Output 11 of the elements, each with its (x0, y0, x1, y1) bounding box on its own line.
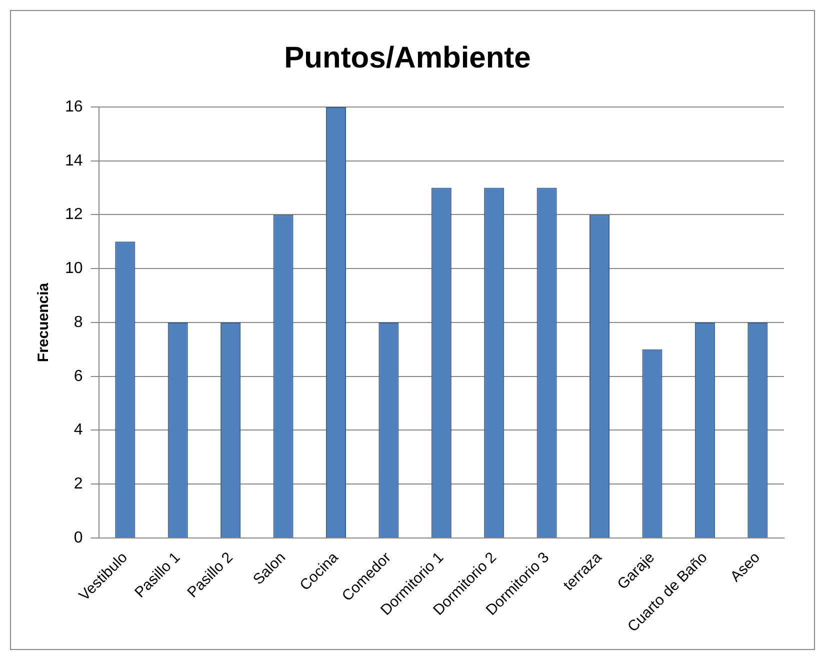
y-tick-label: 6 (74, 368, 83, 385)
y-tick-label: 10 (65, 260, 83, 278)
y-tick-label: 2 (74, 476, 83, 493)
y-tick-label: 12 (65, 206, 83, 224)
y-axis-title: Frecuencia (35, 282, 52, 362)
chart-title: Puntos/Ambiente (284, 41, 531, 74)
y-tick-label: 14 (65, 152, 83, 170)
y-tick-label: 16 (65, 98, 83, 116)
y-tick-label: 0 (74, 529, 83, 546)
y-tick-label: 4 (74, 422, 83, 439)
y-tick-label: 8 (74, 314, 83, 331)
